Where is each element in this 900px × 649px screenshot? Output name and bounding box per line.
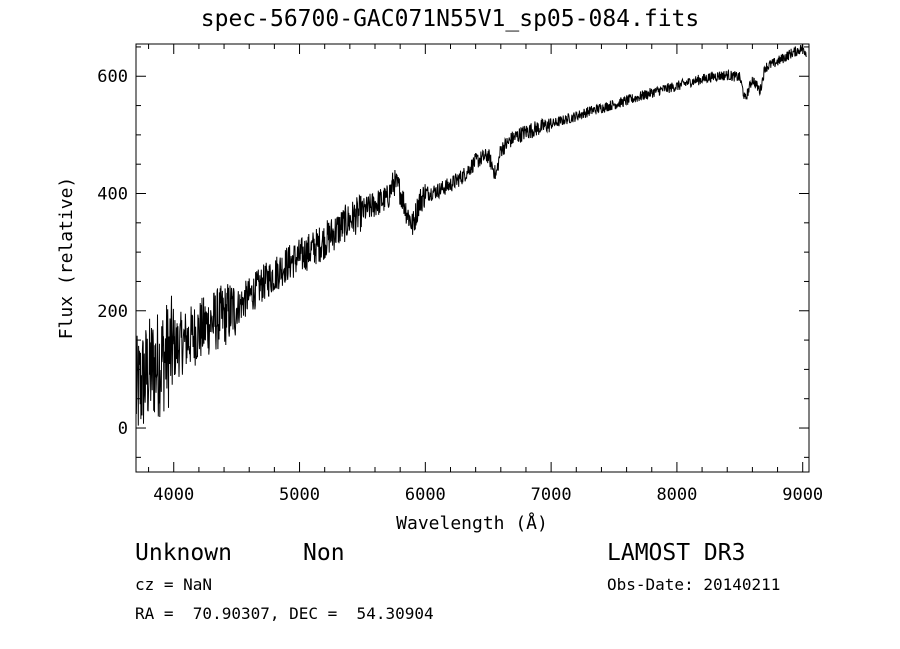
- redshift-label: cz = NaN: [135, 575, 213, 594]
- x-tick-label: 7000: [531, 485, 572, 505]
- spectrum-line: [135, 44, 807, 426]
- x-tick-label: 5000: [279, 485, 320, 505]
- plot-frame: [135, 43, 810, 473]
- x-axis: 4000 5000 6000 7000 8000 9000: [148, 44, 823, 505]
- coordinates-label: RA = 70.90307, DEC = 54.30904: [135, 604, 434, 623]
- x-tick-label: 8000: [656, 485, 697, 505]
- object-class: Unknown: [135, 540, 232, 566]
- y-tick-label: 600: [97, 67, 128, 87]
- object-subclass: Non: [303, 540, 345, 566]
- obs-date-label: Obs-Date: 20140211: [607, 575, 781, 594]
- x-tick-label: 4000: [153, 485, 194, 505]
- y-tick-label: 0: [118, 419, 128, 439]
- x-tick-label: 6000: [405, 485, 446, 505]
- y-axis: 0 200 400 600: [97, 46, 809, 458]
- y-tick-label: 400: [97, 185, 128, 205]
- x-tick-label: 9000: [782, 485, 823, 505]
- y-tick-label: 200: [97, 302, 128, 322]
- x-axis-label: Wavelength (Å): [396, 512, 548, 534]
- y-axis-label: Flux (relative): [56, 177, 77, 340]
- chart-title: spec-56700-GAC071N55V1_sp05-084.fits: [200, 6, 700, 32]
- survey-label: LAMOST DR3: [607, 540, 746, 566]
